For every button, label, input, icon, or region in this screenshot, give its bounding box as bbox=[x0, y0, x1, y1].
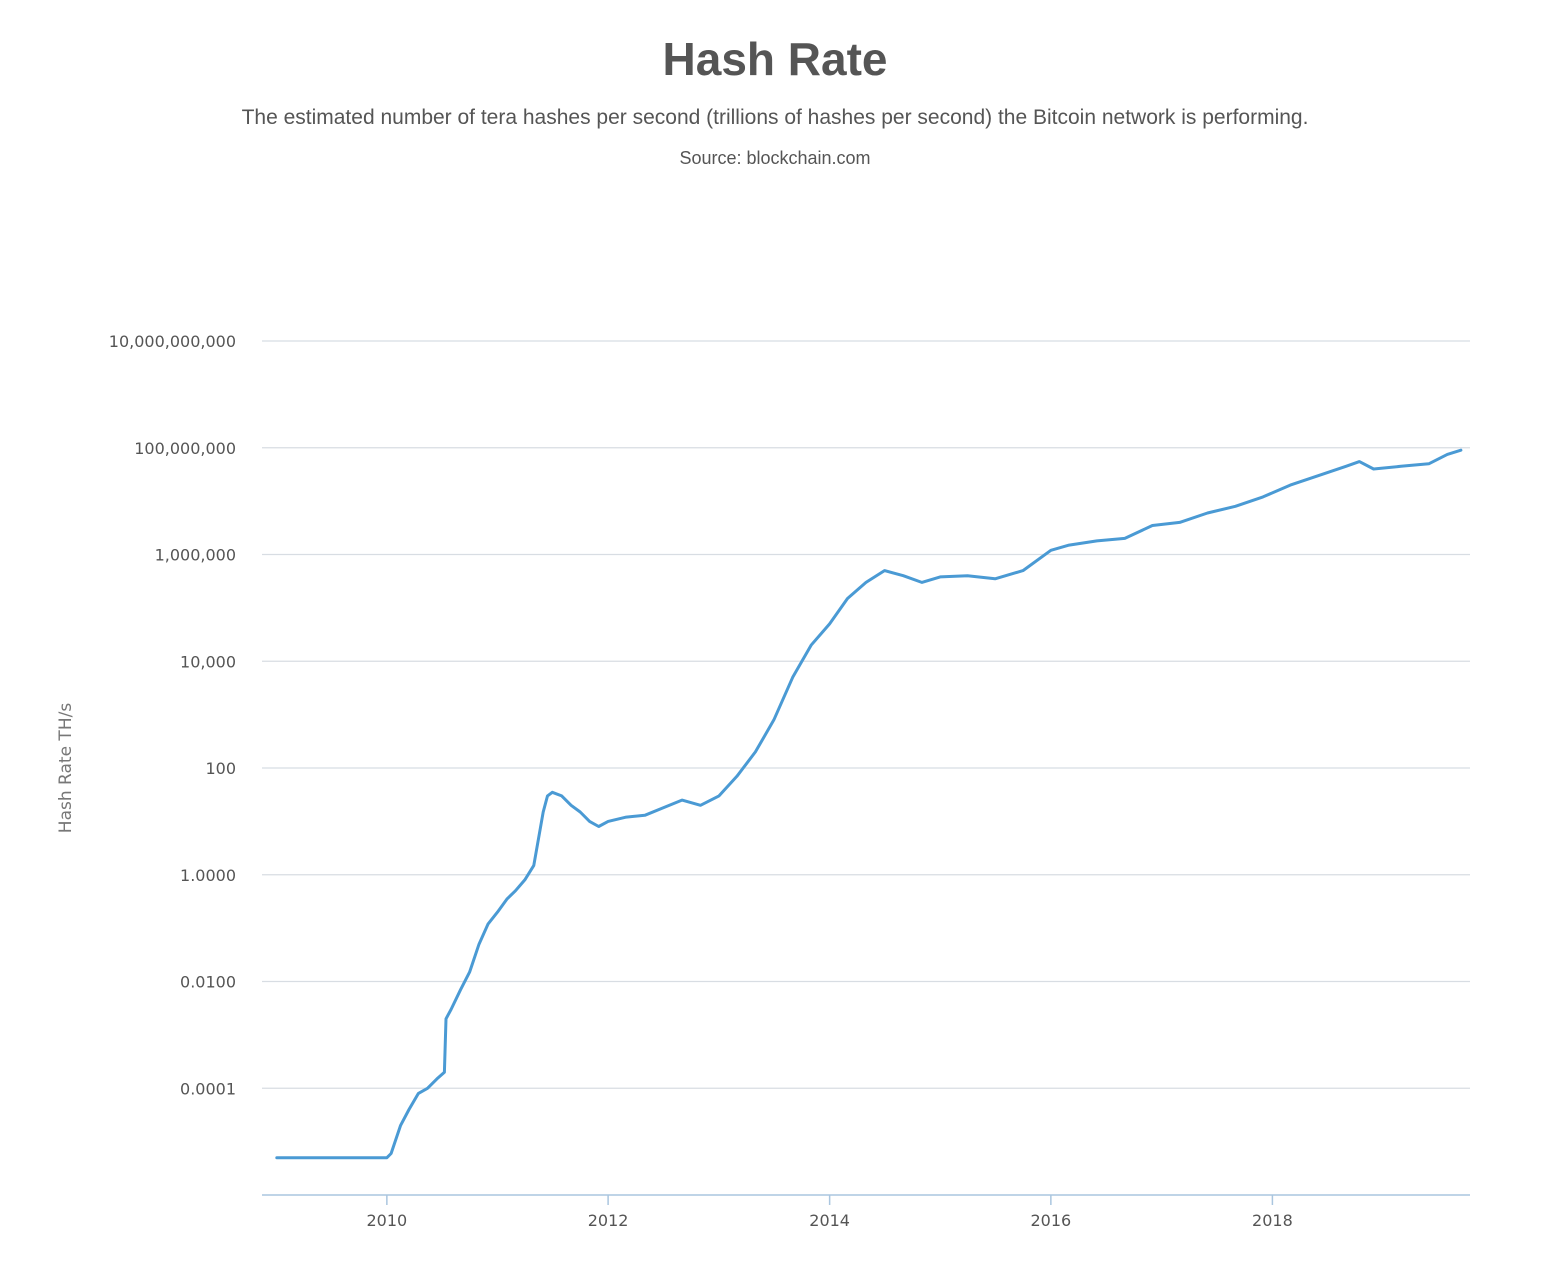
chart-title: Hash Rate bbox=[662, 33, 888, 85]
hash-rate-series-line bbox=[275, 448, 1463, 1160]
x-tick-label: 2018 bbox=[1252, 1211, 1293, 1230]
x-tick-label: 2014 bbox=[809, 1211, 850, 1230]
series-group bbox=[275, 448, 1463, 1160]
x-axis-ticks: 2010 2012 2014 2016 2018 bbox=[367, 1195, 1293, 1230]
grid-lines bbox=[262, 340, 1470, 1089]
y-tick-label: 0.0100 bbox=[180, 973, 236, 992]
chart-source: Source: blockchain.com bbox=[679, 148, 871, 168]
y-tick-label: 10,000,000,000 bbox=[109, 332, 236, 351]
chart-subtitle: The estimated number of tera hashes per … bbox=[241, 106, 1309, 129]
y-tick-label: 100,000,000 bbox=[134, 439, 236, 458]
x-tick-label: 2010 bbox=[367, 1211, 408, 1230]
y-tick-label: 1,000,000 bbox=[155, 546, 236, 565]
y-tick-label: 10,000 bbox=[180, 652, 236, 671]
y-tick-label: 0.0001 bbox=[180, 1079, 236, 1098]
x-tick-label: 2012 bbox=[588, 1211, 629, 1230]
y-tick-label: 1.0000 bbox=[180, 866, 236, 885]
y-axis-label: Hash Rate TH/s bbox=[56, 703, 76, 834]
y-axis-ticks: 0.0001 0.0100 1.0000 100 10,000 1,000,000 100,… bbox=[109, 332, 236, 1098]
y-tick-label: 100 bbox=[205, 759, 236, 778]
x-tick-label: 2016 bbox=[1031, 1211, 1072, 1230]
